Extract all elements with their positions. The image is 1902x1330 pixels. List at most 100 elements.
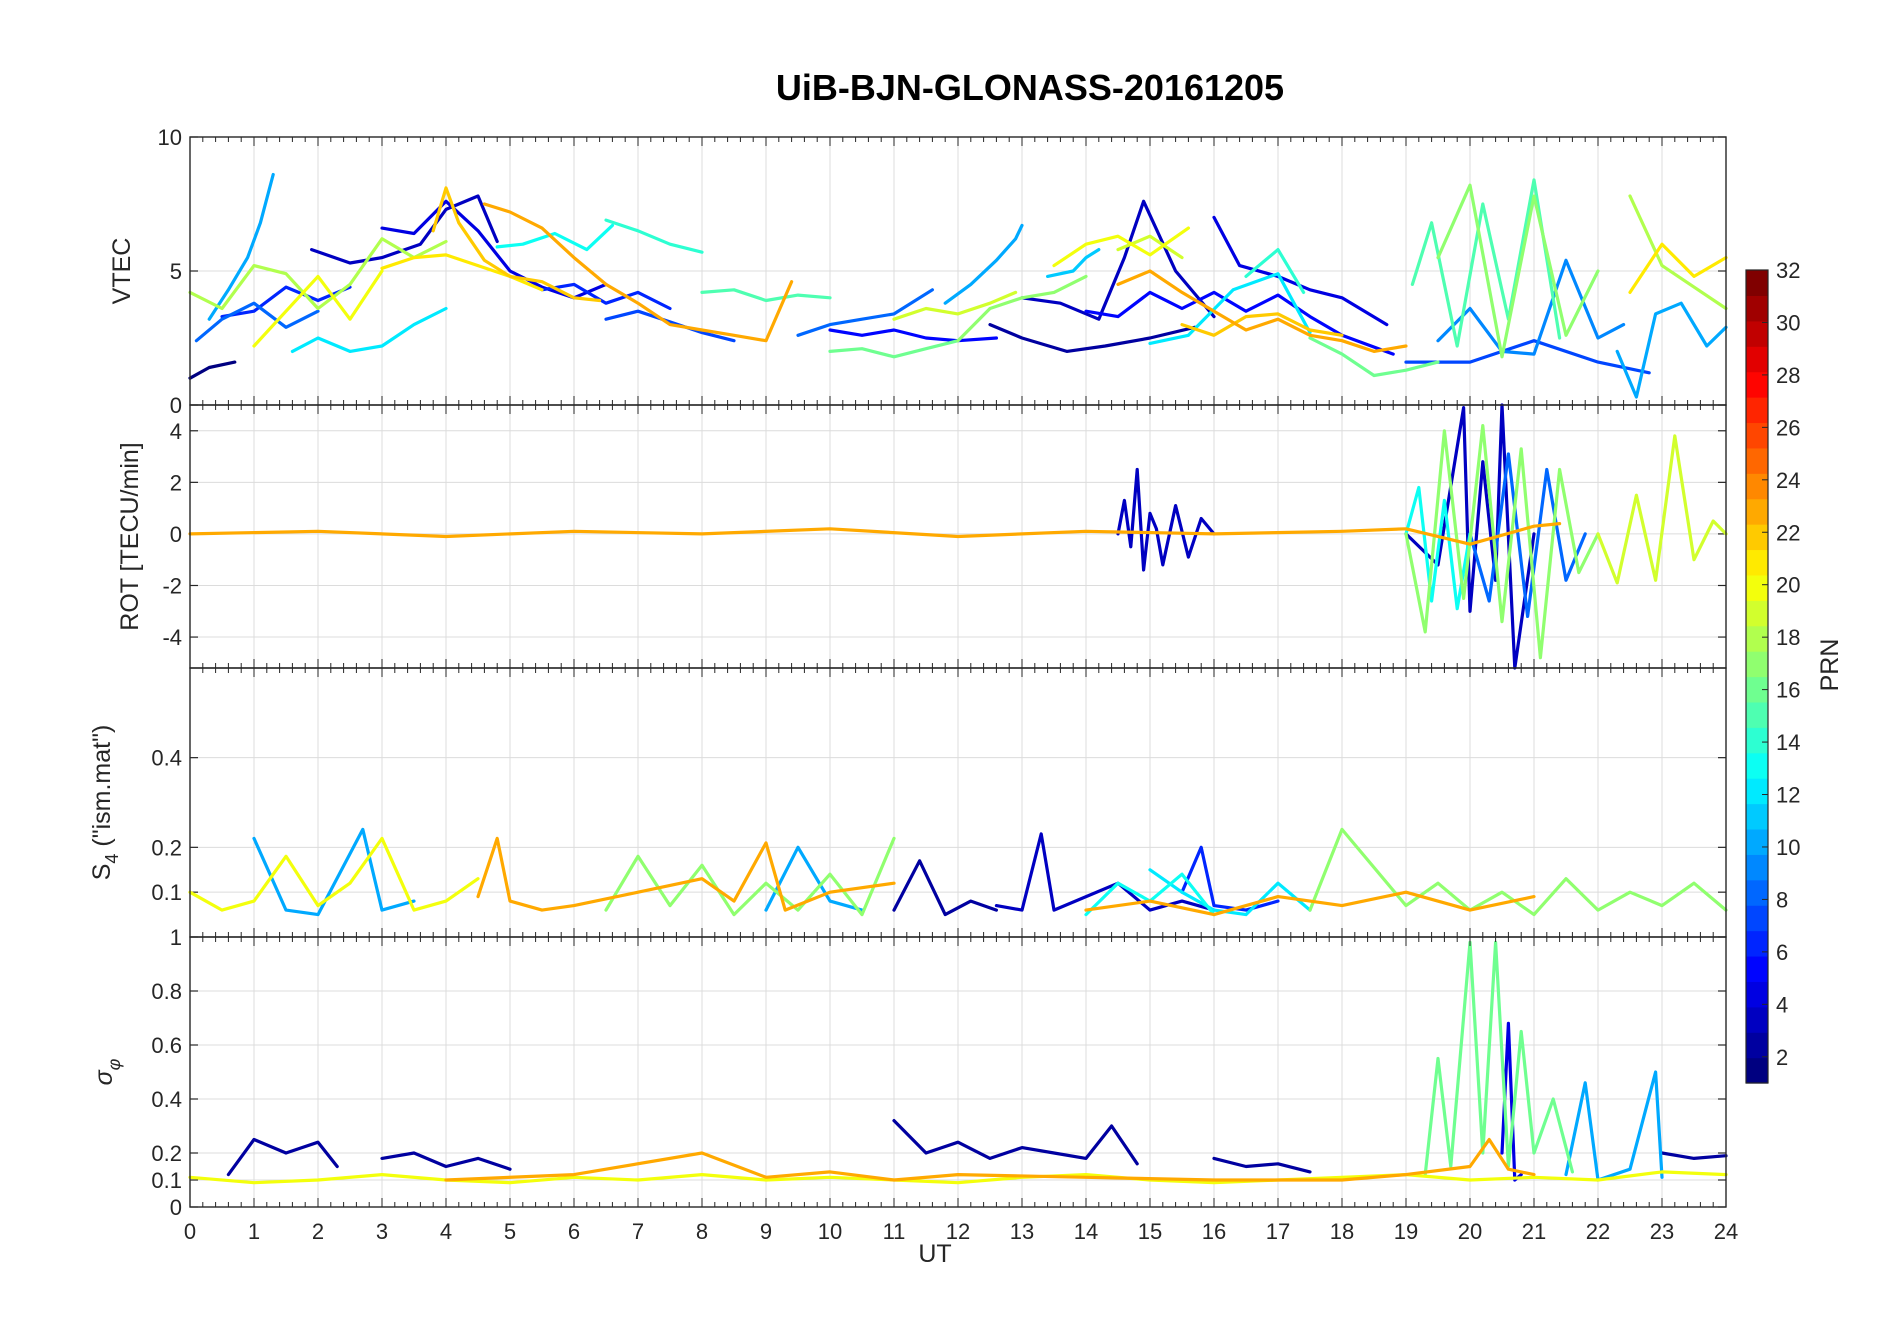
colorbar-tick-label: 14 — [1776, 730, 1800, 755]
x-tick-label: 24 — [1714, 1219, 1738, 1244]
colorbar-segment — [1746, 498, 1768, 525]
y-tick-label: -4 — [162, 625, 182, 650]
series-prn-20 — [1052, 226, 1191, 268]
x-tick-label: 12 — [946, 1219, 970, 1244]
y-tick-label: 0.1 — [151, 880, 182, 905]
series-prn-11 — [1045, 248, 1101, 278]
series-prn-2 — [892, 859, 999, 917]
colorbar-segment — [1746, 574, 1768, 601]
series-prn-12 — [1148, 272, 1312, 345]
series-prn-16 — [1308, 336, 1440, 378]
series-prn-10 — [207, 172, 275, 321]
series-prn-17 — [1436, 183, 1600, 359]
x-tick-label: 4 — [440, 1219, 452, 1244]
y-axis-label: VTEC — [108, 238, 136, 305]
series-prn-15 — [1410, 178, 1562, 348]
colorbar-tick-label: 30 — [1776, 310, 1800, 335]
x-tick-label: 17 — [1266, 1219, 1290, 1244]
colorbar-tick-label: 26 — [1776, 415, 1800, 440]
series-prn-19 — [1116, 234, 1184, 260]
series-prn-19 — [1596, 434, 1728, 585]
series-prn-10 — [943, 223, 1024, 305]
colorbar-tick-label: 20 — [1776, 573, 1800, 598]
colorbar-segment — [1746, 473, 1768, 500]
colorbar-segment — [1746, 905, 1768, 932]
colorbar-label: PRN — [1816, 639, 1844, 692]
x-tick-label: 22 — [1586, 1219, 1610, 1244]
x-tick-label: 0 — [184, 1219, 196, 1244]
series-prn-6 — [1180, 845, 1280, 912]
y-tick-label: 10 — [158, 125, 182, 150]
colorbar-segment — [1746, 422, 1768, 449]
x-tick-label: 19 — [1394, 1219, 1418, 1244]
colorbar-tick-label: 10 — [1776, 835, 1800, 860]
colorbar-tick-label: 32 — [1776, 258, 1800, 283]
colorbar-segment — [1746, 981, 1768, 1008]
y-tick-label: 0.1 — [151, 1168, 182, 1193]
colorbar-tick-label: 24 — [1776, 468, 1800, 493]
series-prn-23 — [1116, 269, 1408, 353]
colorbar-segment — [1746, 676, 1768, 703]
colorbar-segment — [1746, 270, 1768, 297]
colorbar-segment — [1746, 600, 1768, 627]
series-prn-4 — [1212, 215, 1389, 327]
colorbar-tick-label: 6 — [1776, 940, 1788, 965]
series-prn-18 — [1628, 194, 1728, 311]
chart-title: UiB-BJN-GLONASS-20161205 — [776, 67, 1284, 108]
series-prn-2 — [1212, 1156, 1312, 1174]
series-prn-21 — [1628, 242, 1728, 294]
series-prn-17 — [1308, 827, 1728, 917]
series-prn-20 — [252, 269, 384, 348]
series-prn-7 — [604, 309, 736, 343]
series-prn-14 — [1244, 248, 1306, 294]
x-tick-label: 2 — [312, 1219, 324, 1244]
series-prn-23 — [1084, 890, 1536, 917]
x-tick-label: 3 — [376, 1219, 388, 1244]
series-prn-12 — [1148, 868, 1312, 917]
y-axis-label-main: σ — [90, 1069, 118, 1085]
series-prn-19 — [892, 290, 1018, 321]
y-tick-label: -2 — [162, 573, 182, 598]
y-axis-label: S4 ("ism.mat") — [88, 725, 122, 881]
colorbar-segment — [1746, 397, 1768, 424]
x-tick-label: 23 — [1650, 1219, 1674, 1244]
y-tick-label: 0 — [170, 522, 182, 547]
y-axis-label-main: S — [88, 864, 116, 881]
series-prn-23 — [444, 1137, 1536, 1182]
y-tick-label: 0.8 — [151, 979, 182, 1004]
series-prn-22 — [1180, 312, 1344, 337]
series-prn-13 — [1404, 485, 1472, 611]
series-prn-17 — [1404, 424, 1600, 660]
colorbar-segment — [1746, 320, 1768, 347]
x-tick-label: 7 — [632, 1219, 644, 1244]
series-prn-6 — [220, 285, 352, 319]
y-tick-label: 1 — [170, 925, 182, 950]
colorbar-segment — [1746, 651, 1768, 678]
x-axis-label: UT — [918, 1240, 951, 1268]
series-prn-8 — [796, 288, 935, 337]
series-prn-20 — [188, 836, 480, 912]
x-tick-label: 18 — [1330, 1219, 1354, 1244]
series-prn-12 — [290, 306, 448, 353]
series-prn-5 — [1084, 290, 1395, 356]
series-prn-22 — [431, 186, 602, 303]
x-tick-label: 1 — [248, 1219, 260, 1244]
series-prn-14 — [604, 218, 704, 254]
y-tick-label: 0 — [170, 393, 182, 418]
series-prn-1 — [188, 360, 237, 380]
x-tick-label: 21 — [1522, 1219, 1546, 1244]
series-prn-18 — [188, 237, 448, 311]
y-tick-label: 0.2 — [151, 835, 182, 860]
series-prn-2 — [380, 1151, 512, 1171]
colorbar-segment — [1746, 625, 1768, 652]
y-tick-label: 0 — [170, 1195, 182, 1220]
colorbar-segment — [1746, 1006, 1768, 1033]
series-prn-2 — [226, 1137, 339, 1177]
series-prn-7 — [1404, 339, 1651, 375]
colorbar-frame — [1745, 269, 1769, 1084]
x-tick-label: 5 — [504, 1219, 516, 1244]
series-prn-13 — [495, 223, 615, 252]
y-axis-label-sub: 4 — [102, 854, 122, 864]
colorbar-segment — [1746, 752, 1768, 779]
